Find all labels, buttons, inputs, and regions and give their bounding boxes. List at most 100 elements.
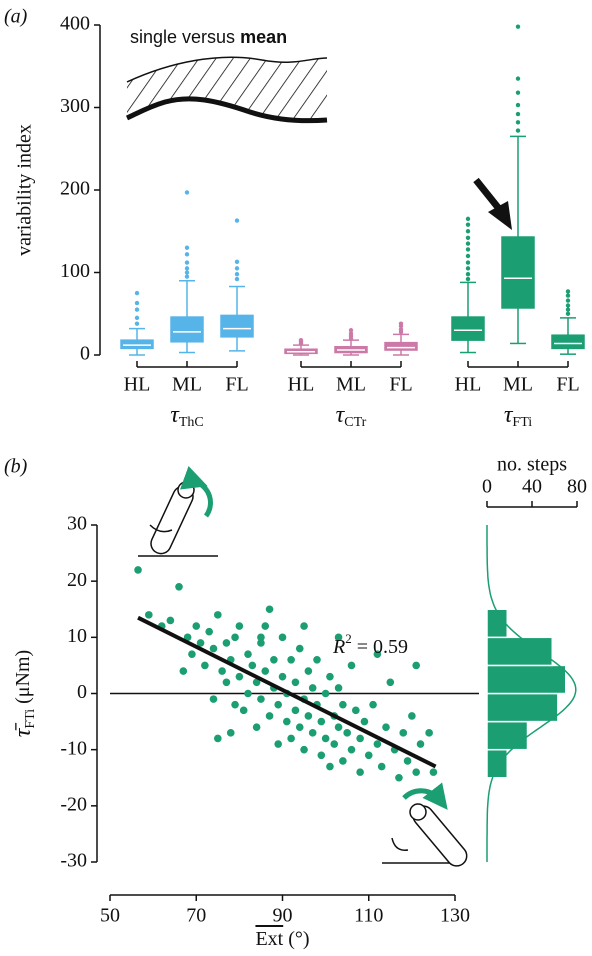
point [369,700,377,709]
x-label-unit: (°) [283,928,309,950]
point [416,740,425,748]
hist-tick-label: 0 [482,476,492,498]
point [244,650,252,658]
outlier [465,222,471,227]
point [235,672,244,681]
y-tick-label: 100 [60,260,90,282]
point [134,566,142,574]
sketch [125,56,328,124]
box [120,339,154,350]
point [334,684,343,692]
y-tick-label: 300 [60,95,90,117]
y-tick-label: 20 [67,569,87,591]
outlier [465,216,471,222]
y-label-unit: (μNm) [12,650,34,709]
outlier [465,253,471,259]
box [220,314,254,338]
outlier [465,247,471,252]
y-tick-label: -10 [60,737,87,759]
point [356,734,364,743]
box [501,236,535,309]
point [261,622,270,630]
y-tick-label: 0 [80,343,90,365]
outlier [465,271,471,277]
hist-label: no. steps [497,454,567,476]
group-subscript: CTr [344,415,366,430]
hist-bar [486,692,559,723]
point [382,723,390,731]
box [451,316,485,341]
hist-bar [486,608,508,639]
y-label-subscript: FTi [23,709,38,729]
point [313,656,321,664]
outlier [515,128,521,133]
x-tick-label: 110 [354,905,383,927]
point [412,768,420,776]
point [248,661,257,670]
point [201,661,209,670]
outlier [515,102,521,108]
outlier [184,245,190,250]
point [304,712,313,720]
group-subscript: FTi [512,415,532,430]
point [425,729,433,737]
point [175,582,183,591]
annotation-text: = 0.59 [352,636,408,658]
x-tick-label: HL [455,374,482,396]
point [218,667,226,675]
point [321,689,330,698]
outlier [134,321,140,326]
point [403,757,412,765]
outlier [515,24,521,29]
group-symbol: τ [170,402,180,428]
y-tick-label: -20 [60,793,87,815]
box [384,341,418,351]
point [343,729,351,737]
joint-icon-flexion [138,465,218,557]
point [252,723,261,731]
joint-icon-extension [382,782,468,867]
hist-tick-label: 80 [567,476,587,498]
x-tick-label: HL [124,374,151,396]
outlier [515,111,521,117]
y-tick-label: 400 [60,13,90,35]
point [373,740,382,748]
outlier [234,218,240,223]
point [226,729,235,737]
box [551,334,585,350]
outlier [565,289,571,294]
annotation-symbol: R [332,636,345,658]
point [339,700,347,709]
x-tick-label: FL [556,374,579,396]
point [188,650,196,658]
x-tick-label: FL [225,374,248,396]
point [347,745,356,754]
point [192,622,201,630]
x-tick-label: 130 [440,905,470,927]
point [278,672,287,681]
outlier [348,331,354,336]
x-tick-label: ML [503,374,533,396]
x-tick-label: 70 [186,905,206,927]
group-label: τFTi [504,402,532,431]
point [399,729,408,737]
x-tick-label: FL [389,374,412,396]
point [222,639,231,647]
point [295,723,304,731]
outlier [515,90,521,95]
outlier [348,328,354,333]
point [339,757,347,765]
hist-bar [486,664,567,695]
x-label-text: Ext [255,928,283,950]
point [326,672,334,681]
outlier [565,311,571,316]
point [278,633,287,642]
point [291,706,300,715]
point [244,689,252,698]
outlier [398,321,404,326]
outlier [565,307,571,312]
outlier [234,271,240,277]
y-tick-label: 30 [67,513,87,535]
point [377,762,386,771]
